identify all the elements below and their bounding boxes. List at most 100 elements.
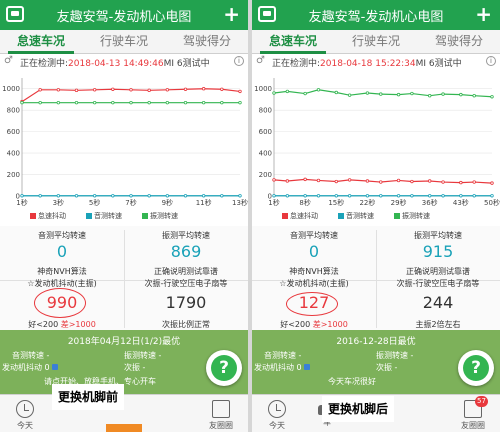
legend-swatch (30, 213, 36, 219)
data-point (410, 179, 414, 184)
data-point (347, 178, 352, 182)
data-point (410, 91, 414, 96)
engine-shake-value: 990 (46, 293, 78, 312)
data-point (396, 178, 401, 183)
vib-avg-value: 869 (170, 242, 202, 261)
thumbs-up-icon (51, 364, 58, 370)
engine-shake-label: ☆发动机抖动(主振) (27, 279, 97, 288)
data-point (379, 92, 383, 96)
data-point (396, 92, 401, 97)
add-button[interactable]: + (475, 2, 492, 26)
nav-friends[interactable]: 友圈圈 57 (448, 395, 498, 432)
y-tick-label: 0 (16, 193, 20, 201)
data-point (20, 194, 24, 198)
nav-today[interactable]: 今天 (0, 395, 50, 432)
highlight-circle (286, 292, 338, 316)
data-point (74, 100, 79, 105)
y-tick-label: 600 (259, 128, 272, 136)
nav-today[interactable]: 今天 (252, 395, 302, 432)
tab-driving-condition[interactable]: 行驶车况 (99, 34, 148, 48)
legend-label: 振测转速 (150, 211, 178, 220)
overlay-after-label: 更换机脚后 (322, 396, 395, 422)
data-point (428, 179, 432, 183)
data-point (272, 178, 276, 182)
data-point (379, 180, 383, 184)
banner-footer: 请点开始、放稳手机、专心开车 (44, 377, 156, 386)
tab-bar: 怠速车况 行驶车况 驾驶得分 (252, 30, 500, 54)
data-point (183, 194, 188, 198)
stats-before: 音测平均转速 0 振测平均转速 869 神奇NVH算法 正确说明测试靠谱 ☆发动… (0, 226, 248, 330)
data-point (316, 178, 321, 183)
x-tick-label: 11秒 (196, 198, 212, 207)
data-point (165, 100, 170, 105)
banner-engine-shake: 发动机抖动 0 (254, 362, 310, 373)
data-point (74, 88, 79, 93)
help-button[interactable]: ? (206, 350, 242, 386)
tab-idle-condition[interactable]: 怠速车况 (0, 30, 82, 54)
tab-driving-score[interactable]: 驾驶得分 (182, 34, 231, 48)
x-tick-label: 1秒 (268, 198, 279, 207)
nav-friends[interactable]: 友圈圈 (196, 395, 246, 432)
data-point (334, 179, 338, 184)
x-tick-label: 5秒 (89, 198, 100, 207)
car-logo-icon (258, 6, 276, 22)
data-point (220, 100, 224, 105)
x-tick-label: 29秒 (391, 198, 407, 207)
tab-driving-condition[interactable]: 行驶车况 (351, 34, 400, 48)
data-point (459, 194, 463, 198)
stats-after: 音测平均转速 0 振测平均转速 915 神奇NVH算法 正确说明测试靠谱 ☆发动… (252, 226, 500, 330)
x-tick-label: 15秒 (328, 198, 344, 207)
data-point (441, 180, 445, 184)
status-prefix: 正在检测中: (20, 59, 69, 69)
data-point (111, 100, 115, 105)
data-point (129, 100, 133, 105)
banner-vib-speed: 振测转速 - (376, 351, 414, 360)
legend-swatch (394, 213, 400, 219)
legend-swatch (282, 213, 288, 219)
best-record-date: 2018年04月12日(1/2)最优 (67, 337, 181, 347)
legend-swatch (86, 213, 92, 219)
legend-label: 振测转速 (402, 211, 430, 220)
info-icon[interactable]: i (234, 56, 244, 66)
car-logo-icon (6, 6, 24, 22)
data-point (220, 194, 224, 198)
data-point (238, 194, 242, 198)
tab-driving-score[interactable]: 驾驶得分 (434, 34, 483, 48)
data-point (20, 100, 24, 105)
banner-engine-shake: 发动机抖动 0 (2, 362, 58, 373)
data-point (201, 100, 206, 105)
data-point (38, 194, 42, 198)
question-icon: ? (211, 355, 237, 381)
y-tick-label: 600 (7, 128, 20, 136)
data-point (316, 194, 321, 198)
data-point (428, 94, 432, 98)
status-prefix: 正在检测中: (272, 59, 321, 69)
secondary-shake-reference: 主振2倍左右 (415, 320, 461, 329)
help-button[interactable]: ? (458, 350, 494, 386)
data-point (129, 194, 133, 198)
add-button[interactable]: + (223, 2, 240, 26)
data-point (272, 194, 276, 198)
app-title: 友趣安驾-发动机心电图 (308, 10, 444, 25)
info-icon[interactable]: i (486, 56, 496, 66)
data-point (165, 194, 170, 198)
secondary-shake-label: 次振-行驶空压电子扇等 (144, 279, 228, 288)
data-point (56, 88, 61, 92)
x-tick-label: 1秒 (16, 198, 27, 207)
audio-method-label: 神奇NVH算法 (289, 267, 339, 276)
tab-idle-condition[interactable]: 怠速车况 (252, 30, 334, 54)
orange-indicator (106, 424, 142, 432)
data-point (92, 88, 97, 92)
data-point (147, 100, 151, 105)
data-point (285, 194, 290, 198)
data-point (238, 89, 242, 94)
status-suffix: MI 6测试中 (415, 59, 462, 69)
status-time: 2018-04-13 14:49:46 (68, 59, 164, 69)
data-point (441, 194, 445, 198)
thumbs-up-icon (303, 364, 310, 370)
data-point (92, 194, 97, 198)
secondary-shake-value: 244 (422, 293, 454, 312)
engine-shake-value: 127 (298, 293, 330, 312)
y-tick-label: 400 (259, 150, 272, 158)
data-point (183, 87, 188, 91)
